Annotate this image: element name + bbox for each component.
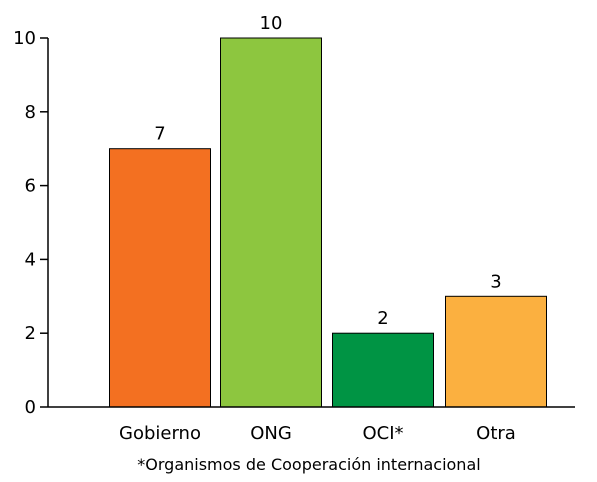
data-label: 2 [377, 308, 388, 329]
y-tick-label: 4 [25, 249, 36, 270]
category-label: OCI* [362, 423, 403, 444]
bars-group [109, 37, 547, 408]
data-label: 7 [154, 124, 165, 145]
y-tick-label: 6 [25, 176, 36, 197]
data-label: 3 [490, 271, 501, 292]
y-axis: 0 2 4 6 8 10 [13, 28, 49, 418]
bar-ong [220, 37, 322, 408]
y-tick-label: 0 [25, 397, 36, 418]
bar-gobierno [109, 148, 211, 408]
category-label: Gobierno [119, 423, 201, 444]
bar-otra [445, 295, 547, 408]
y-tick-label: 8 [25, 102, 36, 123]
footnote: *Organismos de Cooperación internacional [137, 455, 480, 474]
x-axis: Gobierno ONG OCI* Otra [48, 406, 575, 444]
category-label: Otra [476, 423, 516, 444]
bar-oci [332, 332, 434, 408]
y-tick-label: 10 [13, 28, 36, 49]
data-label: 10 [260, 13, 283, 34]
y-tick-label: 2 [25, 323, 36, 344]
category-label: ONG [250, 423, 292, 444]
data-labels-group: 7 10 2 3 [154, 13, 501, 329]
